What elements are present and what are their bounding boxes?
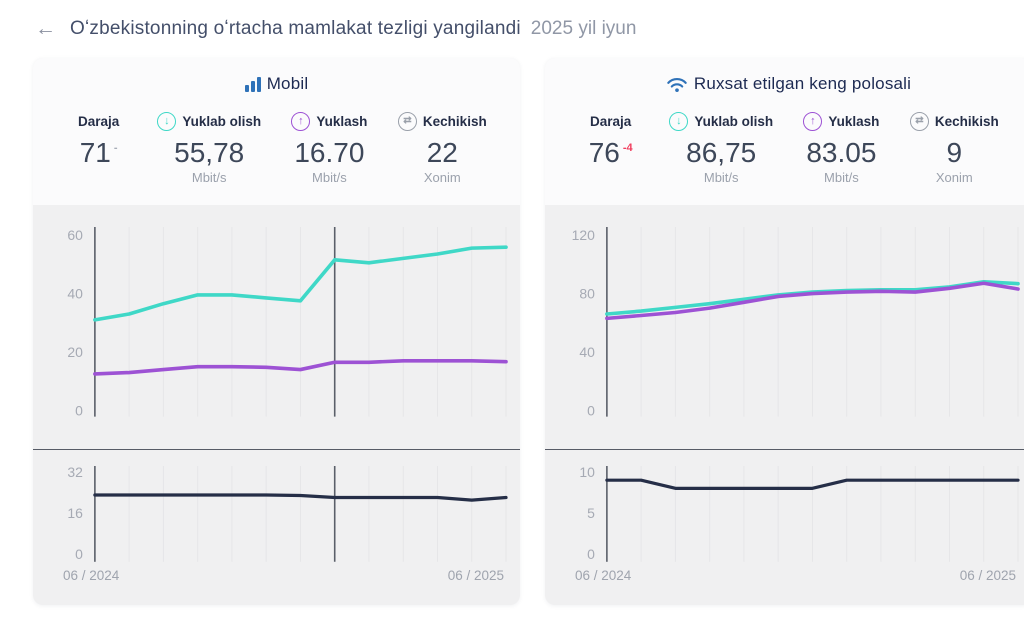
stat-download-label: Yuklab olish bbox=[694, 113, 774, 129]
stat-rank: Daraja 76 -4 bbox=[565, 110, 656, 185]
stat-download-value: 86,75 bbox=[686, 137, 757, 168]
svg-text:10: 10 bbox=[579, 464, 595, 480]
stat-rank-label: Daraja bbox=[590, 113, 632, 129]
broadband-latency-chart: 10 5 0 bbox=[579, 464, 1020, 562]
stat-latency: ⇄ Kechikish 9 Xonim bbox=[897, 110, 1012, 185]
card-mobile-stats: Daraja 71- ↓ Yuklab olish 55,78 Mb bbox=[47, 106, 506, 191]
page-date: 2025 yil iyun bbox=[530, 18, 637, 39]
x-end-label: 06 / 2025 bbox=[447, 567, 504, 583]
stat-download-value: 55,78 bbox=[174, 137, 245, 168]
stat-latency-label: Kechikish bbox=[422, 113, 487, 129]
upload-arrow-icon: ↑ bbox=[803, 111, 823, 131]
svg-text:120: 120 bbox=[572, 227, 596, 243]
card-title-label: Ruxsat etilgan keng polosali bbox=[693, 74, 912, 93]
stat-upload-label: Yuklash bbox=[316, 113, 368, 129]
stat-rank: Daraja 71- bbox=[53, 110, 144, 185]
stat-rank-value: 71 bbox=[79, 137, 111, 168]
svg-text:0: 0 bbox=[75, 403, 83, 419]
stat-upload-value: 83.05 bbox=[806, 137, 877, 168]
card-mobile-charts: 60 40 20 0 32 16 0 06 / 2024 06 / 2025 bbox=[33, 205, 520, 583]
x-axis-labels: 06 / 2024 06 / 2025 bbox=[545, 566, 1024, 583]
stat-latency-label: Kechikish bbox=[934, 113, 999, 129]
mobile-speed-chart: 60 40 20 0 bbox=[67, 227, 508, 419]
latency-icon: ⇄ bbox=[909, 111, 929, 131]
mobile-latency-chart: 32 16 0 bbox=[67, 464, 508, 562]
stat-download-unit: Mbit/s bbox=[191, 170, 227, 186]
card-broadband-top: Ruxsat etilgan keng polosali Daraja 76 -4 bbox=[545, 58, 1024, 206]
stat-upload-value: 16.70 bbox=[294, 137, 365, 168]
signal-bars-icon bbox=[244, 76, 261, 92]
upload-arrow-icon: ↑ bbox=[291, 111, 311, 131]
svg-text:40: 40 bbox=[67, 286, 83, 302]
x-end-label: 06 / 2025 bbox=[959, 567, 1016, 583]
card-mobile-title: Mobil bbox=[47, 72, 506, 106]
card-broadband-stats: Daraja 76 -4 ↓ Yuklab olish 86,75 M bbox=[559, 106, 1018, 191]
stat-download-label: Yuklab olish bbox=[182, 113, 262, 129]
back-arrow-icon[interactable]: ← bbox=[35, 17, 56, 40]
latency-icon: ⇄ bbox=[397, 111, 417, 131]
stat-latency-unit: Xonim bbox=[423, 170, 461, 186]
wifi-icon bbox=[666, 76, 688, 93]
stat-rank-label: Daraja bbox=[78, 113, 120, 129]
stat-latency-unit: Xonim bbox=[935, 170, 973, 186]
x-axis-labels: 06 / 2024 06 / 2025 bbox=[33, 566, 520, 583]
download-arrow-icon: ↓ bbox=[157, 111, 177, 131]
stat-upload: ↑ Yuklash 83.05 Mbit/s bbox=[786, 110, 897, 185]
stat-rank-value: 76 bbox=[588, 137, 620, 168]
panel-divider bbox=[33, 448, 520, 450]
panel-divider bbox=[545, 448, 1024, 450]
svg-text:40: 40 bbox=[579, 344, 595, 360]
card-mobile-top: Mobil Daraja 71- ↓ bbox=[33, 58, 520, 206]
stat-rank-delta: -4 bbox=[622, 142, 633, 154]
card-title-label: Mobil bbox=[266, 74, 309, 93]
card-broadband-charts: 120 80 40 0 10 5 0 06 / 2024 06 / 2025 bbox=[545, 205, 1024, 583]
page-title: Oʻzbekistonning oʻrtacha mamlakat tezlig… bbox=[70, 18, 521, 39]
stat-download-unit: Mbit/s bbox=[703, 170, 739, 186]
stat-upload-label: Yuklash bbox=[828, 113, 880, 129]
stat-upload-unit: Mbit/s bbox=[824, 170, 859, 186]
stat-latency: ⇄ Kechikish 22 Xonim bbox=[385, 110, 500, 185]
card-mobile: Mobil Daraja 71- ↓ bbox=[33, 58, 520, 605]
broadband-speed-chart: 120 80 40 0 bbox=[572, 227, 1020, 419]
stat-latency-value: 9 bbox=[946, 137, 963, 168]
x-start-label: 06 / 2024 bbox=[575, 567, 632, 583]
stat-rank-delta: - bbox=[113, 142, 118, 154]
stat-upload-unit: Mbit/s bbox=[312, 170, 347, 186]
stat-download: ↓ Yuklab olish 55,78 Mbit/s bbox=[144, 110, 274, 185]
svg-text:16: 16 bbox=[67, 505, 83, 521]
svg-text:0: 0 bbox=[75, 546, 83, 562]
svg-text:0: 0 bbox=[587, 546, 595, 562]
stat-upload: ↑ Yuklash 16.70 Mbit/s bbox=[274, 110, 385, 185]
svg-text:5: 5 bbox=[587, 505, 595, 521]
svg-text:0: 0 bbox=[587, 403, 595, 419]
page-header: ← Oʻzbekistonning oʻrtacha mamlakat tezl… bbox=[0, 0, 1024, 40]
card-broadband: Ruxsat etilgan keng polosali Daraja 76 -4 bbox=[545, 58, 1024, 605]
stat-download: ↓ Yuklab olish 86,75 Mbit/s bbox=[656, 110, 786, 185]
svg-text:80: 80 bbox=[579, 286, 595, 302]
svg-text:60: 60 bbox=[67, 227, 83, 243]
download-arrow-icon: ↓ bbox=[669, 111, 689, 131]
svg-text:20: 20 bbox=[67, 344, 83, 360]
stat-latency-value: 22 bbox=[426, 137, 458, 168]
cards-container: Mobil Daraja 71- ↓ bbox=[33, 58, 1024, 605]
card-broadband-title: Ruxsat etilgan keng polosali bbox=[559, 72, 1018, 106]
x-start-label: 06 / 2024 bbox=[63, 567, 120, 583]
svg-text:32: 32 bbox=[67, 464, 83, 480]
